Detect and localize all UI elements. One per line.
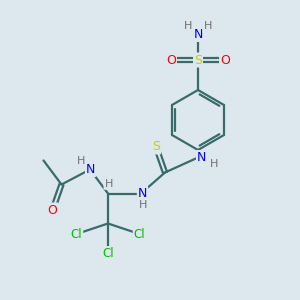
Text: Cl: Cl: [102, 247, 114, 260]
Text: H: H: [209, 159, 218, 169]
Text: Cl: Cl: [134, 227, 145, 241]
Text: H: H: [139, 200, 148, 210]
Text: O: O: [48, 203, 57, 217]
Text: N: N: [197, 151, 206, 164]
Text: Cl: Cl: [71, 227, 82, 241]
Text: N: N: [86, 163, 95, 176]
Text: N: N: [193, 28, 203, 41]
Text: H: H: [77, 156, 85, 166]
Text: H: H: [203, 21, 212, 31]
Text: H: H: [184, 21, 193, 31]
Text: H: H: [104, 179, 113, 189]
Text: S: S: [152, 140, 160, 154]
Text: N: N: [138, 187, 147, 200]
Text: S: S: [194, 53, 202, 67]
Text: O: O: [166, 53, 176, 67]
Text: O: O: [220, 53, 230, 67]
